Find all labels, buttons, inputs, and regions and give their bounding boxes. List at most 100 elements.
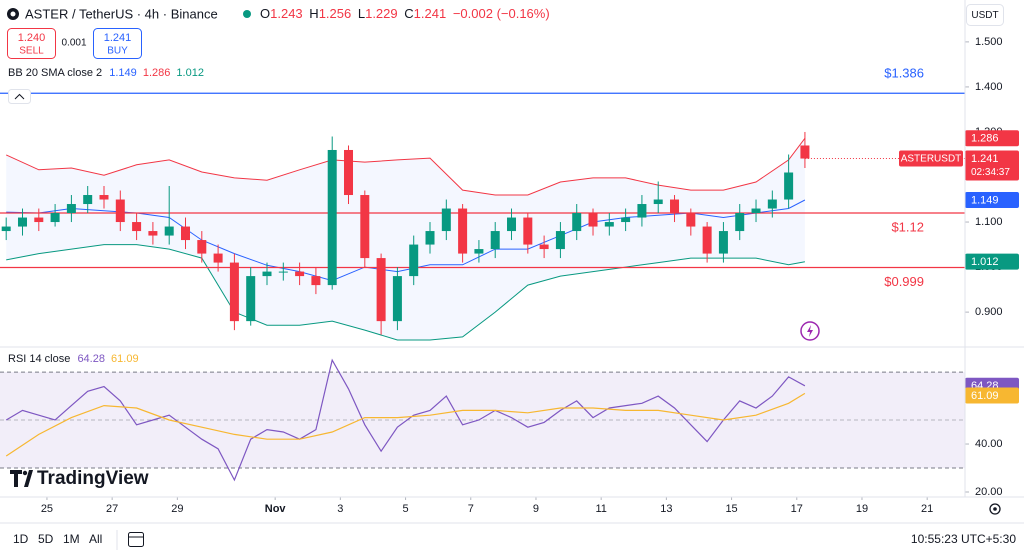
x-tick-label: 15 xyxy=(725,503,737,515)
candle-body xyxy=(132,222,142,232)
candle-body xyxy=(767,199,777,209)
rsi-line xyxy=(5,392,806,457)
bb-price-tag: 1.286 xyxy=(971,133,999,145)
bb-line xyxy=(5,137,806,196)
candle-body xyxy=(507,217,517,232)
collapse-icon xyxy=(14,93,25,100)
candle-body xyxy=(458,208,468,254)
candle-body xyxy=(66,204,76,214)
x-tick-label: Nov xyxy=(265,503,287,515)
candle-body xyxy=(670,199,680,214)
sell-button[interactable] xyxy=(7,28,56,59)
bb-line xyxy=(6,244,805,341)
bb-title: BB 20 SMA close 2 xyxy=(8,67,102,79)
x-tick-label: 27 xyxy=(106,503,118,515)
currency-button[interactable] xyxy=(966,4,1004,26)
bb-price-tag-bg xyxy=(965,130,1019,147)
candle-body xyxy=(490,231,500,250)
ohlc-label: L xyxy=(358,6,365,21)
candle-body xyxy=(588,213,598,227)
alert-bolt xyxy=(807,325,813,337)
tv-logo-text: TradingView xyxy=(37,468,149,489)
over-layer: $1.386 $1.12 $0.999 1.149 1.286 1.012 ASTERUSD… xyxy=(884,66,1019,404)
x-tick-label: 7 xyxy=(468,503,474,515)
x-tick-label: 17 xyxy=(791,503,803,515)
candle-body xyxy=(229,262,239,322)
candle-body xyxy=(392,276,402,322)
candle-body xyxy=(83,195,93,205)
candle-body xyxy=(784,172,794,200)
range-button[interactable]: All xyxy=(89,532,102,546)
settings-icon-center xyxy=(993,507,997,511)
y-tick-label: 1.400 xyxy=(975,81,1003,93)
ohlc-value: 1.229 xyxy=(365,6,398,21)
collapse-button[interactable] xyxy=(8,89,31,104)
candle-body xyxy=(360,195,370,259)
candle-body xyxy=(555,231,565,250)
level-label: $1.12 xyxy=(891,219,924,234)
symbol-tag-bg xyxy=(899,150,963,167)
settings-icon[interactable] xyxy=(989,503,1001,515)
tv-logo-dot xyxy=(22,470,28,476)
candle-body xyxy=(115,199,125,223)
symbol-title[interactable]: ASTER / TetherUS · 4h · Binance xyxy=(25,6,218,21)
bb-legend: BB 20 SMA close 2 1.149 1.286 1.012 xyxy=(8,67,204,79)
level-label: $0.999 xyxy=(884,274,924,289)
last-price-tag: 1.241 xyxy=(971,153,999,165)
candle-body xyxy=(751,208,761,214)
candle-body xyxy=(262,271,272,277)
change: −0.002 (−0.16%) xyxy=(453,6,550,21)
candle-body xyxy=(539,244,549,250)
rsi-tag: 61.09 xyxy=(971,390,999,402)
main-layer xyxy=(0,92,965,482)
y-tick-label: 20.00 xyxy=(975,486,1003,498)
rsi-tag-bg xyxy=(965,387,1019,404)
range-button[interactable]: 1M xyxy=(63,532,80,546)
candle-body xyxy=(246,276,256,322)
candle-body xyxy=(344,149,354,196)
x-tick-label: 5 xyxy=(402,503,408,515)
ohlc-label: O xyxy=(260,6,270,21)
x-tick-label: 19 xyxy=(856,503,868,515)
x-tick-label: 11 xyxy=(595,503,606,515)
currency: USDT xyxy=(971,10,998,21)
candle-body xyxy=(523,217,533,245)
y-tick-label: 40.00 xyxy=(975,438,1003,450)
y-tick-label: 0.900 xyxy=(975,306,1003,318)
candle-body xyxy=(621,217,631,223)
candle-body xyxy=(409,244,419,277)
rsi-legend: RSI 14 close 64.28 61.09 xyxy=(8,353,139,365)
bb-price-tag: 1.012 xyxy=(971,256,999,268)
ohlc-value: 1.243 xyxy=(270,6,303,21)
bb-basis-value: 1.149 xyxy=(109,67,137,79)
buy-price: 1.241 xyxy=(104,32,132,44)
rsi-line xyxy=(5,358,806,482)
candle-body xyxy=(572,213,582,232)
clock[interactable]: 10:55:23 UTC+5:30 xyxy=(911,532,1016,546)
market-status xyxy=(243,10,251,18)
candle-body xyxy=(376,258,386,322)
range-button[interactable]: 1D xyxy=(13,532,29,546)
bb-upper-value: 1.286 xyxy=(143,67,171,79)
candle-body xyxy=(311,276,321,286)
calendar-icon[interactable] xyxy=(128,532,144,547)
buy-button[interactable] xyxy=(93,28,142,59)
under-layer: 1.5001.4001.3001.2001.1001.0000.90060.00… xyxy=(0,36,1003,515)
candle-body xyxy=(686,213,696,227)
candle-body xyxy=(278,271,288,273)
rsi-value: 64.28 xyxy=(77,353,105,365)
symbol-logo-inner xyxy=(10,11,16,17)
range-button[interactable]: 5D xyxy=(38,532,54,546)
x-tick-label: 3 xyxy=(337,503,343,515)
bb-fill xyxy=(6,138,805,340)
bb-price-tag-bg xyxy=(965,191,1019,208)
candle-body xyxy=(164,226,174,236)
candle-body xyxy=(50,213,60,223)
rsi-band xyxy=(0,372,965,469)
candle-body xyxy=(718,231,728,254)
symbol-tag: ASTERUSDT xyxy=(901,154,962,165)
sell-label: SELL xyxy=(19,46,44,57)
candle-body xyxy=(1,226,11,232)
